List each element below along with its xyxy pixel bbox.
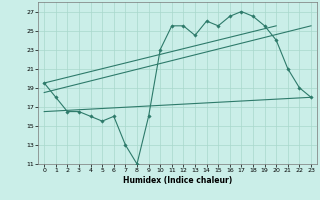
X-axis label: Humidex (Indice chaleur): Humidex (Indice chaleur) (123, 176, 232, 185)
